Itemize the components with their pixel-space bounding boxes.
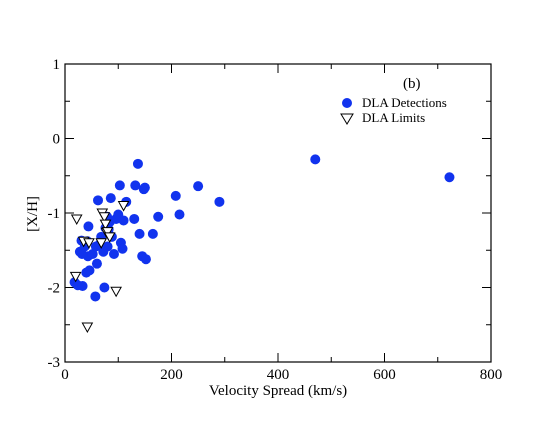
limit-point [117,201,130,212]
limit-point [69,271,82,283]
detection-point [83,221,94,232]
legend-marker-detections [342,98,352,108]
x-tick-label: 600 [373,367,396,383]
detection-point [193,181,204,192]
detection-point [77,281,88,292]
detection-point [132,158,143,169]
detection-point [118,215,129,226]
limit-point [110,286,122,298]
detection-point [139,182,150,193]
detection-point [129,213,140,224]
limit-point [101,227,114,238]
detection-point [99,282,110,293]
x-tick-label: 400 [267,367,290,383]
y-axis-label: [X/H] [25,196,41,232]
y-tick-label: -1 [48,206,61,222]
limit-point [81,322,94,334]
detection-point [214,196,225,207]
legend: DLA Detections DLA Limits [340,95,447,125]
detection-point [444,172,455,183]
detection-point [147,228,158,239]
detection-point [105,193,116,204]
detection-point [153,211,164,222]
y-tick-label: -2 [48,281,61,297]
x-axis: 0 200 400 600 800 [61,64,502,383]
detection-point [108,248,119,259]
y-tick-label: 1 [53,57,61,73]
x-axis-label: Velocity Spread (km/s) [209,383,347,399]
detection-point [114,180,125,191]
x-tick-label: 0 [61,367,69,383]
detection-point [84,265,95,276]
panel-tag: (b) [403,76,421,92]
legend-label-detections: DLA Detections [362,95,447,110]
legend-label-limits: DLA Limits [362,110,425,125]
limit-point [70,214,83,225]
y-axis: -3 -2 -1 0 1 [48,57,491,371]
legend-marker-limits [340,113,354,125]
detection-point [310,154,321,165]
x-tick-label: 800 [480,367,503,383]
limit-point [95,238,108,249]
detection-point [102,241,113,252]
limit-point [99,219,112,231]
detection-point [130,180,141,191]
y-tick-label: -3 [48,355,61,371]
detection-point [134,228,145,239]
x-tick-label: 200 [160,367,183,383]
detection-point [117,243,128,254]
limit-point [103,232,116,243]
data-points [69,154,455,334]
detection-point [93,195,104,206]
detection-point [174,209,185,220]
y-tick-label: 0 [53,132,61,148]
detection-point [140,254,151,265]
detection-point [90,291,101,302]
detection-point [91,258,102,269]
detection-point [170,190,181,201]
limit-point [98,212,111,223]
limit-point [83,238,95,249]
